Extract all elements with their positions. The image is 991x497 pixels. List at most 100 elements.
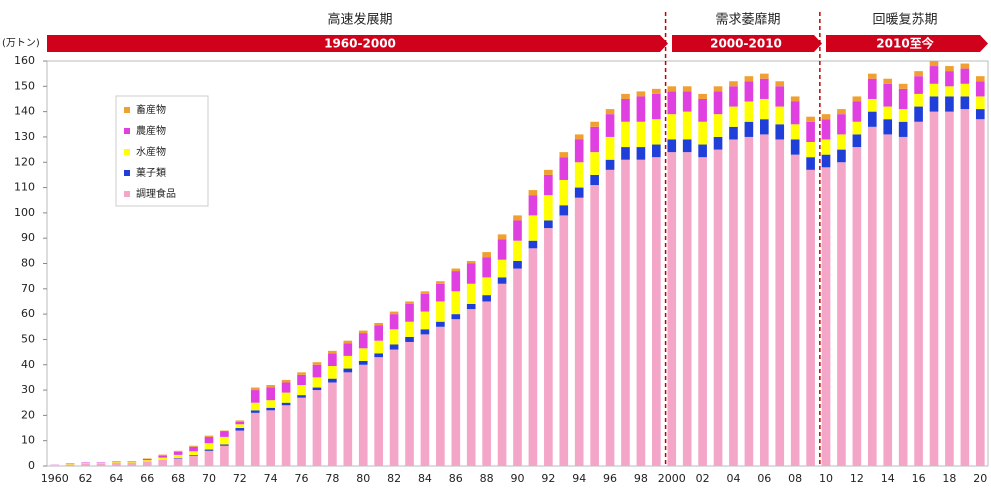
bar-segment [235, 428, 245, 431]
bar-segment [898, 136, 908, 466]
bar-segment [760, 98, 769, 120]
x-tick-label: 74 [264, 472, 278, 485]
bar-segment [65, 463, 75, 465]
bar-segment [914, 76, 923, 94]
bar-segment [945, 71, 954, 87]
bar-segment [189, 446, 198, 452]
bar-segment [281, 405, 291, 466]
bar-segment [173, 454, 183, 458]
bar-segment [574, 197, 584, 466]
bar-segment [250, 412, 260, 466]
bar-segment [250, 387, 260, 391]
bar-segment [929, 66, 939, 84]
bar-segment [297, 397, 306, 466]
bar-segment [451, 314, 461, 320]
bar-segment [945, 66, 954, 72]
bar-segment [806, 121, 815, 142]
bar-segment [158, 455, 168, 458]
bar-segment [898, 109, 908, 122]
x-tick-label: 80 [356, 472, 370, 485]
bar-segment [374, 322, 383, 326]
bar-segment [266, 385, 275, 388]
bar-segment [173, 451, 183, 455]
bar-segment [142, 458, 152, 459]
bar-segment [821, 119, 831, 140]
bar-segment [975, 76, 985, 82]
bar-segment [389, 344, 399, 350]
bar-segment [883, 134, 893, 466]
bar-segment [189, 455, 198, 456]
bar-segment [975, 119, 985, 466]
bar-segment [65, 464, 75, 466]
x-tick-label: 2000 [658, 472, 686, 485]
bar-segment [821, 167, 831, 466]
bar-segment [775, 81, 785, 87]
bar-segment [405, 321, 414, 337]
bar-segment [220, 430, 229, 432]
bar-segment [204, 443, 214, 450]
bar-segment [590, 185, 599, 466]
x-tick-label: 96 [603, 472, 617, 485]
bar-segment [374, 357, 383, 466]
bar-segment [528, 240, 538, 249]
bar-segment [358, 330, 368, 334]
bar-segment [682, 111, 692, 140]
bar-segment [559, 157, 569, 180]
bar-segment [837, 109, 846, 115]
x-tick-label: 84 [418, 472, 432, 485]
x-tick-label: 70 [202, 472, 216, 485]
bar-segment [528, 195, 538, 216]
legend-label: 畜産物 [136, 103, 166, 116]
bar-segment [173, 458, 183, 466]
bar-segment [621, 159, 630, 466]
bar-segment [867, 111, 877, 127]
bar-segment [266, 410, 275, 466]
bar-segment [158, 459, 168, 466]
bar-segment [652, 144, 661, 158]
bar-segment [837, 114, 846, 135]
period-range: 1960-2000 [324, 37, 396, 51]
bar-segment [821, 114, 831, 120]
bar-segment [81, 462, 90, 463]
bar-segment [482, 257, 491, 278]
x-tick-label: 02 [696, 472, 710, 485]
bar-segment [497, 234, 507, 240]
bar-segment [466, 283, 476, 304]
bar-segment [852, 96, 862, 102]
x-tick-label: 66 [140, 472, 154, 485]
bar-segment [189, 455, 198, 466]
bar-segment [528, 248, 538, 466]
bar-segment [744, 121, 754, 137]
bar-segment [867, 126, 877, 466]
bar-segment [328, 378, 337, 383]
x-tick-label: 68 [171, 472, 185, 485]
bar-segment [328, 382, 337, 466]
bar-segment [760, 78, 769, 99]
y-tick-label: 70 [21, 282, 35, 295]
bar-segment [513, 268, 522, 466]
y-tick-label: 150 [14, 79, 35, 92]
bar-segment [420, 291, 430, 294]
bar-segment [220, 431, 229, 437]
bar-segment [297, 374, 306, 385]
x-tick-label: 64 [109, 472, 123, 485]
legend-label: 農産物 [136, 124, 166, 137]
bar-segment [436, 321, 445, 327]
bar-segment [127, 462, 137, 463]
bar-segment [220, 445, 229, 466]
bar-segment [883, 78, 893, 84]
bar-segment [220, 444, 229, 446]
bar-segment [729, 126, 738, 140]
bar-segment [466, 309, 476, 466]
x-tick-label: 76 [295, 472, 309, 485]
bar-segment [544, 174, 553, 196]
y-tick-label: 20 [21, 408, 35, 421]
bar-segment [775, 86, 785, 107]
bar-segment [158, 457, 168, 460]
bar-segment [328, 366, 337, 379]
bar-segment [883, 119, 893, 135]
bar-segment [744, 76, 754, 82]
bar-segment [81, 463, 90, 466]
bar-segment [837, 134, 846, 150]
bar-segment [975, 81, 985, 97]
